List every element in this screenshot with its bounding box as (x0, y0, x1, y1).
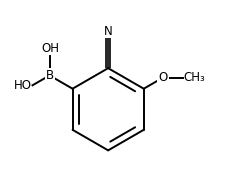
Text: OH: OH (41, 42, 59, 55)
Text: CH₃: CH₃ (183, 71, 204, 84)
Text: B: B (45, 69, 53, 82)
Text: O: O (158, 71, 167, 84)
Text: N: N (103, 25, 112, 38)
Text: HO: HO (14, 79, 32, 92)
